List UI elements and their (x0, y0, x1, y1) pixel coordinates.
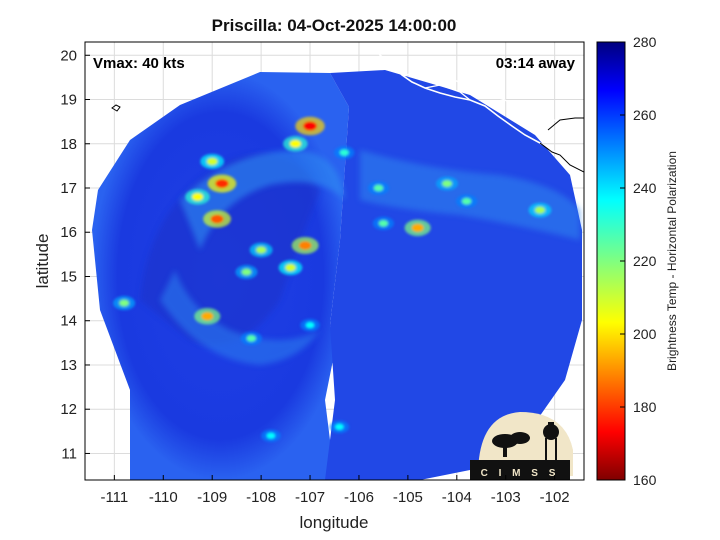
colorbar-tick-label: 200 (633, 326, 657, 342)
feature-core (534, 206, 546, 214)
x-axis-label: longitude (299, 513, 368, 532)
feature-core (378, 220, 389, 227)
colorbar-label: Brightness Temp - Horizontal Polarizatio… (665, 151, 679, 371)
x-tick-label: -110 (149, 489, 178, 506)
coastline (111, 42, 584, 175)
feature-core (201, 312, 214, 321)
feature-core (119, 299, 130, 307)
feature-core (335, 423, 344, 431)
y-tick-label: 16 (60, 224, 77, 241)
y-tick-label: 18 (60, 136, 77, 153)
feature-core (373, 184, 384, 192)
land-border-outside (539, 142, 584, 173)
island-outline (111, 104, 121, 112)
logo-building (470, 460, 570, 480)
chart-title: Priscilla: 04-Oct-2025 14:00:00 (212, 16, 457, 35)
y-tick-label: 19 (60, 92, 77, 109)
feature-core (303, 121, 317, 131)
x-tick-label: -108 (246, 489, 276, 506)
y-tick-label: 17 (60, 180, 77, 197)
y-tick-label: 14 (60, 313, 77, 330)
time-away-label: 03:14 away (496, 55, 576, 72)
feature-core (246, 335, 257, 342)
microwave-swath (92, 70, 582, 480)
state-border-3 (504, 99, 584, 126)
colorbar-tick-label: 220 (633, 253, 657, 269)
colorbar-tick-label: 280 (633, 34, 657, 50)
x-tick-label: -106 (344, 489, 374, 506)
water-tower-icon (543, 422, 559, 460)
feature-core (305, 322, 315, 329)
y-tick-label: 20 (60, 47, 77, 64)
coastline-line (371, 42, 584, 175)
y-axis-label: latitude (33, 234, 52, 289)
x-tick-label: -105 (393, 489, 423, 506)
colorbar-ticks: 160 180 200 220 240 260 280 (620, 34, 657, 488)
x-tick-label: -104 (442, 489, 472, 506)
feature-core (339, 149, 349, 156)
plot-frame (84, 41, 585, 481)
feature-core (411, 223, 424, 232)
feature-core (255, 246, 267, 254)
colorbar-tick-label: 180 (633, 399, 657, 415)
feature-core (210, 214, 224, 224)
feature-core (266, 432, 276, 439)
x-tick-label: -107 (295, 489, 325, 506)
feature-core (285, 263, 296, 272)
x-tick-label: -103 (491, 489, 521, 506)
y-ticks: 11 12 13 14 15 16 17 18 19 20 (60, 47, 90, 462)
vmax-label: Vmax: 40 kts (93, 55, 185, 72)
state-border-2 (424, 84, 471, 101)
x-tick-label: -109 (197, 489, 227, 506)
satellite-dish-icon (492, 432, 530, 457)
feature-core (191, 192, 204, 201)
y-tick-label: 15 (60, 268, 77, 285)
colorbar-tick-label: 260 (633, 107, 657, 123)
y-tick-label: 12 (60, 401, 77, 418)
land-border-outside-2 (547, 117, 584, 131)
state-border-1 (403, 69, 506, 101)
colorbar-tick-label: 160 (633, 472, 657, 488)
feature-core (215, 179, 229, 189)
swath-light-band-2 (160, 270, 320, 365)
x-ticks: -111 -110 -109 -108 -107 -106 -105 -104 -103 -102 (100, 475, 570, 506)
feature-core (241, 268, 252, 276)
plot-area: Vmax: 40 kts 03:14 away C I M S S -111 -1… (60, 41, 585, 506)
x-tick-label: -111 (100, 489, 128, 506)
feature-core (298, 241, 312, 250)
feature-core (206, 157, 218, 166)
x-tick-label: -102 (540, 489, 570, 506)
feature-core (442, 180, 453, 188)
y-tick-label: 13 (60, 357, 77, 374)
cimss-logo: C I M S S (470, 412, 573, 480)
colorbar: 160 180 200 220 240 260 280 Brightness Temp - … (596, 34, 679, 488)
feature-core (289, 139, 301, 148)
colorbar-tick-label: 240 (633, 180, 657, 196)
logo-text: C I M S S (481, 468, 560, 479)
convective-features (113, 116, 552, 443)
feature-core (461, 197, 472, 205)
y-tick-label: 11 (61, 445, 77, 462)
